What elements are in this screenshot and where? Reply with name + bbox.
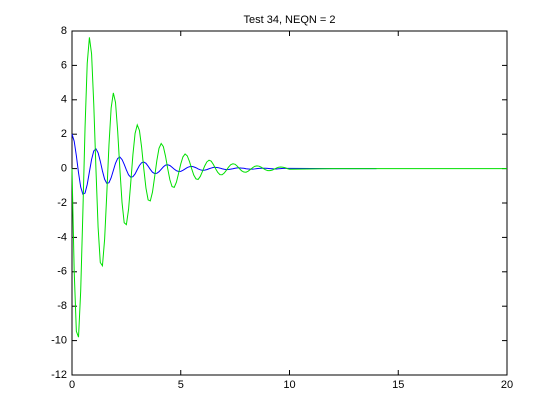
data-line bbox=[71, 134, 377, 196]
x-tick-label: 5 bbox=[178, 379, 184, 391]
x-tick-label: 10 bbox=[283, 379, 295, 391]
y-tick-label: -4 bbox=[57, 231, 67, 243]
y-tick-label: -10 bbox=[51, 335, 67, 347]
y-tick-label: -8 bbox=[57, 300, 67, 312]
x-tick-label: 0 bbox=[69, 379, 75, 391]
y-tick-label: 6 bbox=[61, 59, 67, 71]
y-tick-label: 0 bbox=[61, 163, 67, 175]
y-tick-label: -6 bbox=[57, 266, 67, 278]
chart-title: Test 34, NEQN = 2 bbox=[243, 14, 335, 26]
y-tick-label: 4 bbox=[61, 94, 67, 106]
x-tick-label: 20 bbox=[501, 379, 513, 391]
data-line bbox=[71, 37, 507, 338]
y-tick-label: -2 bbox=[57, 197, 67, 209]
y-tick-label: 2 bbox=[61, 128, 67, 140]
x-tick-label: 15 bbox=[392, 379, 404, 391]
plot-area bbox=[71, 30, 508, 376]
y-tick-label: 8 bbox=[61, 25, 67, 37]
y-tick-label: -12 bbox=[51, 369, 67, 381]
